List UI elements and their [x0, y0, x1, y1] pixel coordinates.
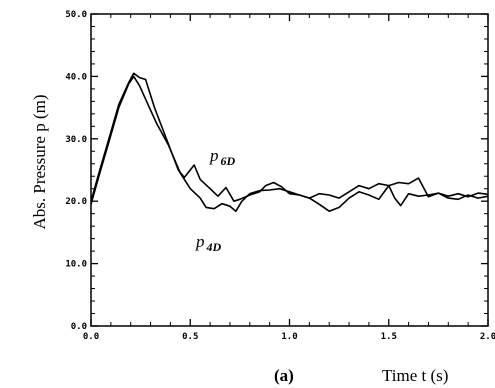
x-tick-label: 2.0: [480, 332, 495, 342]
series-line-p6d: [90, 72, 489, 202]
y-tick-label: 10.0: [65, 260, 87, 270]
panel-label: (a): [274, 366, 294, 385]
series-label-p6d: p 6D: [209, 146, 236, 168]
plot-frame: [90, 13, 489, 327]
series-label-p4d-sub: 4D: [206, 240, 222, 254]
x-tick-label: 0.5: [182, 332, 198, 342]
series-line-p4d: [90, 75, 489, 212]
axis-ticks: [90, 13, 489, 327]
x-tick-label: 1.5: [381, 332, 397, 342]
y-tick-label: 30.0: [65, 135, 87, 145]
x-tick-label: 0.0: [83, 332, 99, 342]
y-tick-label: 20.0: [65, 197, 87, 207]
x-axis-title: Time t (s): [382, 366, 448, 385]
series-label-p4d: p 4D: [195, 232, 222, 254]
series-label-p6d-main: p: [209, 146, 219, 165]
y-tick-label: 50.0: [65, 10, 87, 20]
series-layer: [90, 72, 489, 212]
y-axis-title: Abs. Pressure p (m): [30, 94, 49, 229]
x-tick-labels: 0.0 0.5 1.0 1.5 2.0: [83, 332, 495, 342]
y-tick-label: 0.0: [71, 322, 87, 332]
y-tick-label: 40.0: [65, 72, 87, 82]
series-label-p6d-sub: 6D: [221, 154, 236, 168]
x-tick-label: 1.0: [281, 332, 297, 342]
series-label-p4d-main: p: [195, 232, 205, 251]
y-tick-labels: 0.0 10.0 20.0 30.0 40.0 50.0: [65, 10, 87, 332]
